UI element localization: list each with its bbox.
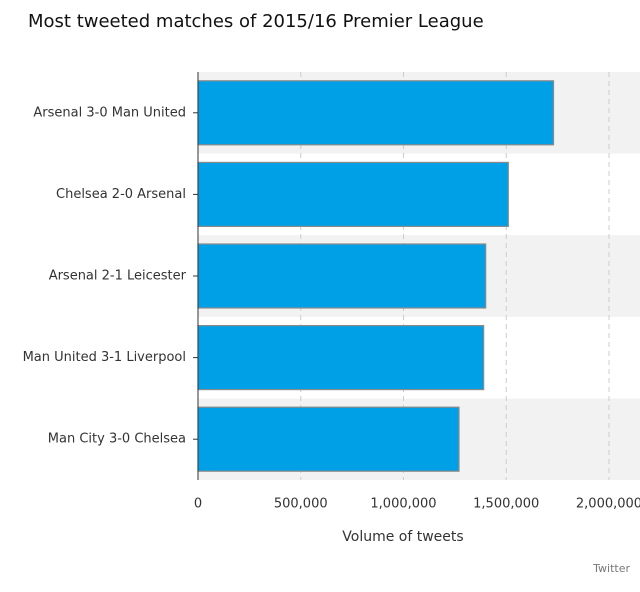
x-tick-label: 500,000 <box>274 497 328 512</box>
bar <box>197 325 485 391</box>
y-tick-label: Arsenal 2-1 Leicester <box>49 269 187 284</box>
chart-title: Most tweeted matches of 2015/16 Premier … <box>28 11 484 32</box>
x-tick-label: 0 <box>194 497 202 512</box>
bar <box>197 80 555 146</box>
bar <box>197 243 487 309</box>
y-tick-label: Arsenal 3-0 Man United <box>33 105 186 120</box>
x-tick-label: 1,500,000 <box>473 497 539 512</box>
bar <box>197 406 460 472</box>
source: Twitter <box>592 562 630 575</box>
x-tick-label: 1,000,000 <box>370 497 436 512</box>
y-tick-label: Man United 3-1 Liverpool <box>23 350 186 365</box>
x-tick-label: 2,000,000 <box>576 497 640 512</box>
y-tick-label: Man City 3-0 Chelsea <box>48 432 186 447</box>
y-tick-label: Chelsea 2-0 Arsenal <box>56 187 186 202</box>
bar <box>197 161 509 227</box>
x-axis-label: Volume of tweets <box>342 529 463 545</box>
